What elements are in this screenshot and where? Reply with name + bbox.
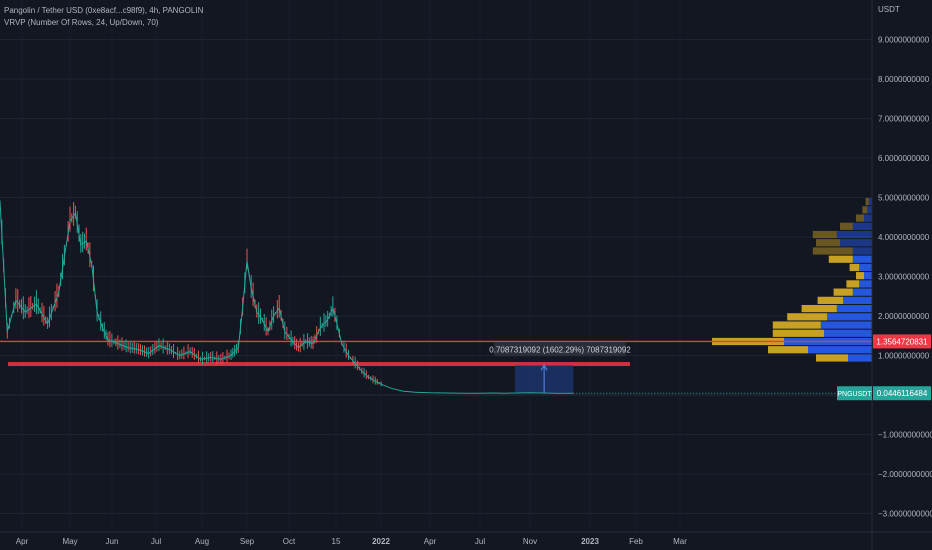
x-axis[interactable]: Apr May Jun Jul Aug Sep Oct 15 2022 Apr Jul Nov 2023… bbox=[0, 531, 932, 546]
volume-bar-down bbox=[787, 313, 828, 321]
volume-bar-down bbox=[862, 206, 868, 214]
volume-bar-up bbox=[848, 354, 872, 362]
y-tick-label: 5.0000000000 bbox=[878, 194, 930, 203]
x-tick-label: Apr bbox=[16, 537, 29, 546]
volume-bar-up bbox=[859, 280, 872, 288]
volume-bar-down bbox=[812, 247, 853, 255]
volume-bar-down bbox=[833, 288, 853, 296]
y-tick-label: −1.0000000000 bbox=[878, 431, 932, 440]
volume-bar-up bbox=[864, 214, 872, 222]
volume-bar-up bbox=[824, 329, 872, 337]
volume-bar-down bbox=[772, 329, 824, 337]
x-tick-label: Nov bbox=[523, 537, 537, 546]
y-tick-label: 8.0000000000 bbox=[878, 75, 930, 84]
measure-tool[interactable]: 0.7087319092 (1602.29%) 7087319092 bbox=[489, 342, 631, 394]
volume-bar-up bbox=[859, 263, 872, 272]
volume-bar-up bbox=[852, 247, 872, 255]
volume-bar-down bbox=[849, 263, 860, 272]
volume-profile bbox=[712, 198, 872, 362]
measure-label-bg bbox=[494, 342, 626, 357]
horizontal-zone-support[interactable] bbox=[8, 362, 630, 367]
volume-bar-up bbox=[852, 255, 872, 263]
y-tick-label: −3.0000000000 bbox=[878, 510, 932, 519]
x-tick-label: Oct bbox=[283, 537, 296, 546]
x-tick-label: 15 bbox=[332, 537, 341, 546]
symbol-tag: PNGUSDT bbox=[837, 391, 872, 398]
volume-bar-up bbox=[827, 313, 872, 321]
y-tick-label: 6.0000000000 bbox=[878, 154, 930, 163]
volume-bar-down bbox=[856, 272, 864, 280]
x-tick-label: Mar bbox=[673, 537, 687, 546]
y-tick-label: 4.0000000000 bbox=[878, 233, 930, 242]
level-tag: 1.3564720831 bbox=[876, 337, 928, 346]
x-tick-label: Aug bbox=[195, 537, 209, 546]
volume-bar-up bbox=[852, 288, 872, 296]
horizontal-lines[interactable] bbox=[0, 340, 872, 367]
volume-bar-down bbox=[816, 239, 840, 247]
volume-bar-up bbox=[836, 230, 872, 239]
volume-bar-up bbox=[820, 321, 872, 329]
x-tick-label: Jun bbox=[106, 537, 119, 546]
measure-arrowhead bbox=[540, 364, 548, 371]
volume-bar-up bbox=[836, 304, 872, 313]
x-tick-label: Apr bbox=[424, 537, 437, 546]
y-tick-label: 1.0000000000 bbox=[878, 352, 930, 361]
volume-bar-down bbox=[768, 346, 808, 354]
last-price-tag: 0.0446116484 bbox=[877, 389, 928, 398]
volume-bar-up bbox=[867, 206, 872, 214]
price-line bbox=[0, 201, 574, 394]
chart-legend: Pangolin / Tether USD (0xe8acf...c98f9),… bbox=[4, 5, 203, 29]
y-tick-label: 3.0000000000 bbox=[878, 273, 930, 282]
volume-bar-down bbox=[817, 296, 844, 304]
y-tick-label: 2.0000000000 bbox=[878, 312, 930, 321]
volume-bar-down bbox=[772, 321, 821, 329]
x-tick-label: Jul bbox=[475, 537, 485, 546]
last-price-tag-bg bbox=[873, 386, 931, 401]
volume-bar-up bbox=[868, 198, 872, 206]
measure-label: 0.7087319092 (1602.29%) 7087319092 bbox=[489, 345, 631, 354]
level-tag-bg bbox=[873, 334, 931, 349]
y-tick-label: 7.0000000000 bbox=[878, 115, 930, 124]
y-axis-unit: USDT bbox=[878, 5, 900, 14]
volume-bar-down bbox=[856, 214, 864, 222]
symbol-title[interactable]: Pangolin / Tether USD (0xe8acf...c98f9),… bbox=[4, 6, 204, 15]
volume-bar-down bbox=[865, 198, 869, 206]
volume-bar-up bbox=[864, 272, 872, 280]
y-tick-label: 9.0000000000 bbox=[878, 36, 930, 45]
volume-bar-down bbox=[846, 280, 860, 288]
y-tick-label: −2.0000000000 bbox=[878, 470, 932, 479]
volume-bar-up bbox=[843, 296, 872, 304]
volume-bar-down bbox=[816, 354, 848, 362]
volume-bar-up bbox=[808, 346, 872, 354]
y-axis[interactable]: −3.0000000000 −2.0000000000 −1.0000000000 1… bbox=[871, 0, 932, 550]
volume-bar-down bbox=[812, 230, 837, 239]
x-tick-label: Feb bbox=[629, 537, 643, 546]
price-series bbox=[0, 200, 872, 394]
volume-bar-down bbox=[828, 255, 853, 263]
volume-bar-up bbox=[840, 239, 872, 247]
volume-bar-up bbox=[852, 222, 872, 230]
symbol-tag-bg bbox=[837, 386, 872, 401]
volume-bar-down bbox=[840, 222, 853, 230]
x-tick-label: May bbox=[62, 537, 77, 546]
volume-bar-down bbox=[801, 304, 837, 313]
x-tick-label: 2022 bbox=[372, 537, 390, 546]
price-tags: PNGUSDT 0.0446116484 1.3564720831 bbox=[837, 334, 931, 401]
grid-lines bbox=[0, 39, 872, 514]
indicator-title[interactable]: VRVP (Number Of Rows, 24, Up/Down, 70) bbox=[4, 18, 159, 27]
x-tick-label: Jul bbox=[151, 537, 161, 546]
x-tick-label: 2023 bbox=[581, 537, 599, 546]
x-tick-label: Sep bbox=[240, 537, 255, 546]
